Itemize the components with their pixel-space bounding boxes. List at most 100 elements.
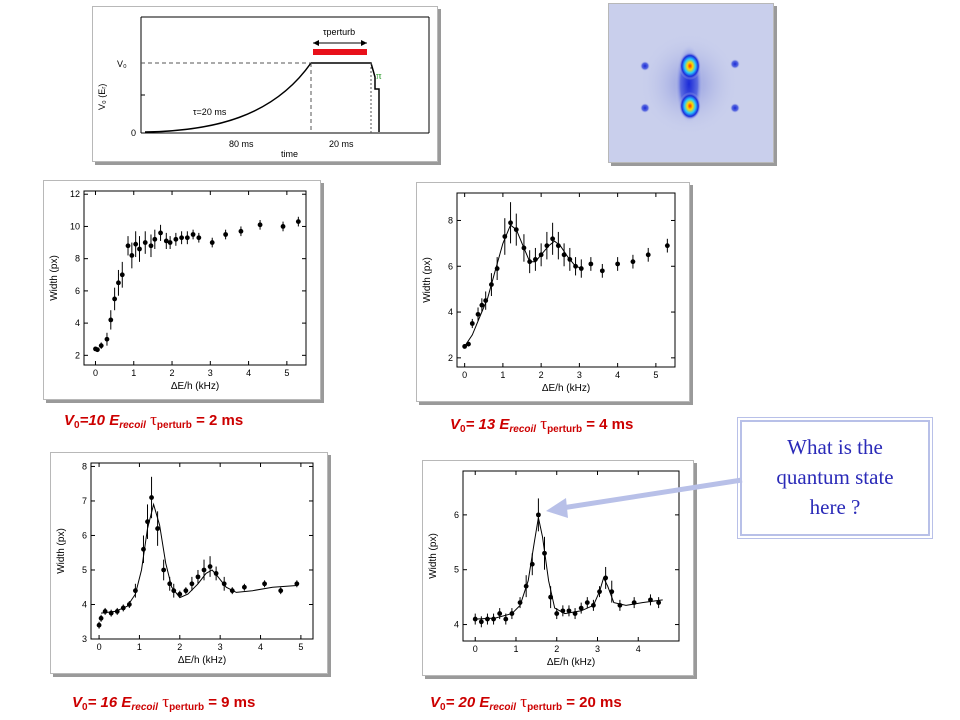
data-point bbox=[603, 575, 609, 581]
x-tick-label: 1 bbox=[137, 642, 142, 652]
data-point bbox=[578, 266, 584, 271]
x-tick-label: 0 bbox=[462, 370, 467, 380]
data-point bbox=[278, 588, 284, 594]
data-point bbox=[648, 597, 653, 603]
tau-ramp-label: τ=20 ms bbox=[193, 107, 227, 117]
data-point bbox=[509, 611, 515, 616]
data-point bbox=[478, 619, 484, 625]
x-tick-label: 1 bbox=[131, 368, 136, 378]
data-point bbox=[561, 252, 567, 258]
data-point bbox=[108, 317, 114, 323]
chart-panel-1: 0 1 2 3 4 5 2 4 6 8 10 12 ΔE/h (kHz) Width (px) bbox=[43, 180, 321, 400]
data-point bbox=[94, 347, 100, 353]
width-vs-energy-chart-3: 0 1 2 3 4 5 3 4 5 6 7 8 ΔE/h (kHz) Width (px) bbox=[56, 461, 314, 666]
plot-frame bbox=[456, 192, 676, 368]
data-point bbox=[173, 236, 179, 242]
data-point bbox=[572, 611, 578, 616]
y-tick-label: 6 bbox=[82, 530, 87, 540]
data-point bbox=[483, 298, 489, 304]
data-point bbox=[645, 252, 651, 258]
y-tick-label: 3 bbox=[82, 634, 87, 644]
x-tick-label: 2 bbox=[539, 370, 544, 380]
data-point bbox=[195, 574, 201, 580]
data-point bbox=[567, 256, 573, 262]
data-point bbox=[462, 343, 468, 349]
callout-text: What is the quantum state here ? bbox=[742, 432, 928, 522]
timing-x-label: time bbox=[281, 149, 298, 159]
data-point bbox=[548, 594, 554, 600]
data-point bbox=[171, 588, 177, 594]
timing-y-label: V₀ (Eᵣ) bbox=[97, 84, 107, 110]
data-point bbox=[155, 526, 160, 531]
data-point bbox=[223, 232, 229, 237]
chart-panel-4: 0 1 2 3 4 4 5 6 ΔE/h (kHz) Width (px) bbox=[422, 460, 694, 676]
data-point bbox=[98, 343, 104, 349]
chart-panel-2: 0 1 2 3 4 5 2 4 6 8 ΔE/h (kHz) Width (px) bbox=[416, 182, 690, 402]
data-point bbox=[517, 600, 523, 606]
x-tick-label: 5 bbox=[284, 368, 289, 378]
data-point bbox=[599, 268, 605, 274]
y-tick-label: 12 bbox=[70, 189, 80, 199]
data-point bbox=[221, 581, 227, 587]
data-point bbox=[550, 236, 556, 242]
y-tick-label: 8 bbox=[448, 215, 453, 225]
data-point bbox=[137, 246, 142, 252]
y-axis-label: Width (px) bbox=[56, 528, 67, 574]
data-point bbox=[189, 581, 195, 587]
x-axis-label: ΔE/h (kHz) bbox=[547, 657, 595, 668]
plot-frame bbox=[462, 470, 680, 642]
data-point bbox=[479, 302, 485, 308]
data-point bbox=[167, 581, 173, 587]
data-point bbox=[591, 602, 596, 608]
x-tick-label: 3 bbox=[595, 644, 600, 654]
data-point bbox=[533, 256, 538, 262]
data-point bbox=[262, 581, 267, 587]
data-point bbox=[656, 600, 662, 606]
data-point bbox=[116, 280, 121, 286]
data-point bbox=[469, 321, 475, 326]
segment-80ms-label: 80 ms bbox=[229, 139, 254, 149]
data-point bbox=[167, 240, 173, 245]
data-point bbox=[491, 616, 496, 622]
data-point bbox=[631, 600, 637, 606]
data-point bbox=[141, 546, 146, 552]
lattice-ramp-curve bbox=[144, 62, 312, 133]
arrow-right-icon bbox=[361, 40, 367, 46]
data-point bbox=[485, 616, 490, 622]
data-point bbox=[566, 608, 572, 614]
data-point bbox=[108, 610, 114, 616]
y-tick-v0: V₀ bbox=[117, 59, 127, 69]
data-point bbox=[497, 611, 503, 616]
data-point bbox=[133, 241, 139, 247]
x-axis-label: ΔE/h (kHz) bbox=[542, 383, 590, 394]
data-point bbox=[609, 589, 615, 595]
x-tick-label: 2 bbox=[177, 642, 182, 652]
data-point bbox=[555, 243, 561, 249]
y-tick-label: 2 bbox=[448, 353, 453, 363]
x-axis-label: ΔE/h (kHz) bbox=[178, 655, 226, 666]
data-point bbox=[578, 605, 584, 611]
data-point bbox=[148, 243, 154, 249]
data-point bbox=[201, 567, 207, 573]
data-point bbox=[238, 228, 244, 234]
segment-20ms-label: 20 ms bbox=[329, 139, 354, 149]
x-tick-label: 4 bbox=[615, 370, 620, 380]
x-tick-label: 2 bbox=[554, 644, 559, 654]
data-point bbox=[229, 588, 235, 594]
data-point bbox=[142, 240, 148, 245]
y-axis-label: Width (px) bbox=[428, 533, 439, 579]
data-point bbox=[503, 616, 509, 622]
data-point bbox=[184, 235, 190, 241]
data-point bbox=[529, 561, 535, 567]
data-point bbox=[196, 235, 202, 241]
data-point bbox=[114, 608, 120, 614]
y-tick-label: 4 bbox=[82, 599, 87, 609]
data-point bbox=[145, 519, 150, 525]
caption-chart-4: V0= 20 Erecoil τperturb = 20 ms bbox=[430, 692, 622, 713]
data-point bbox=[523, 583, 529, 589]
data-point bbox=[126, 602, 132, 607]
plot-frame bbox=[83, 190, 307, 366]
x-axis-label: ΔE/h (kHz) bbox=[171, 381, 219, 392]
x-tick-label: 4 bbox=[246, 368, 251, 378]
x-tick-label: 3 bbox=[218, 642, 223, 652]
